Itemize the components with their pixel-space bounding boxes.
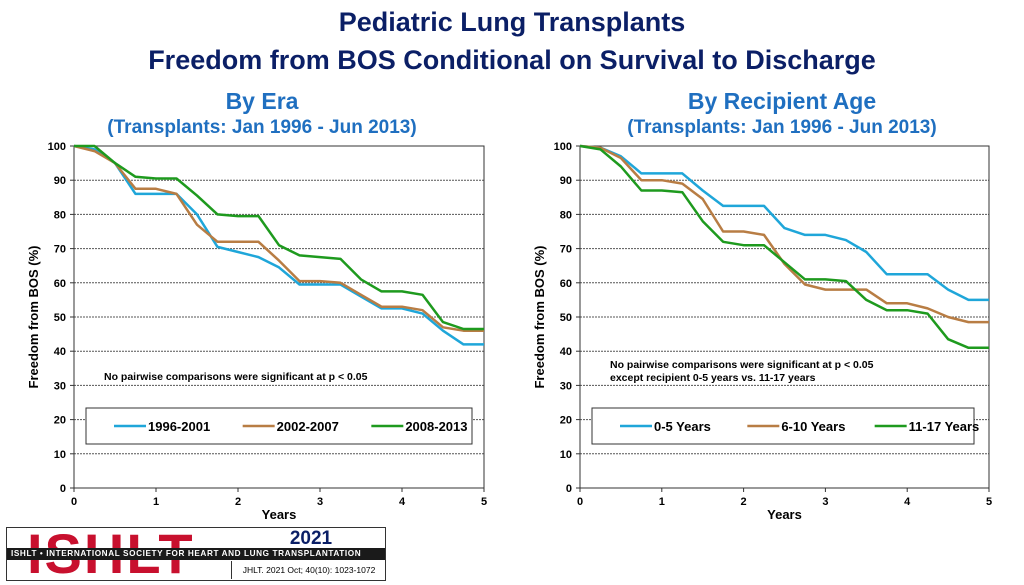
chart2-x-tick-label-0: 0 — [577, 496, 583, 508]
page-title: Pediatric Lung Transplants — [338, 7, 686, 37]
chart2-legend-label-2: 6-10 Years — [781, 419, 845, 434]
chart2-y-tick-label-40: 40 — [560, 346, 572, 358]
chart1-y-tick-label-70: 70 — [54, 244, 66, 256]
chart1-series-line-3 — [74, 144, 484, 331]
logo-citation: JHLT. 2021 Oct; 40(10): 1023-1072 — [231, 561, 385, 579]
chart2-x-tick-label-5: 5 — [986, 496, 992, 508]
chart1-series-line-2 — [73, 144, 484, 332]
chart2-x-tick-label-2: 2 — [741, 496, 747, 508]
chart2-x-tick-label-4: 4 — [904, 496, 911, 508]
chart2-annotation-line-1: No pairwise comparisons were significant… — [610, 359, 874, 371]
left-chart-subtitle: (Transplants: Jan 1996 - Jun 2013) — [107, 117, 417, 138]
chart2-y-tick-label-90: 90 — [560, 175, 572, 187]
chart1-legend-box — [85, 407, 473, 445]
chart2-y-tick-label-60: 60 — [560, 278, 572, 290]
chart2-y-tick-label-30: 30 — [560, 380, 572, 392]
page-subtitle: Freedom from BOS Conditional on Survival… — [0, 44, 1024, 76]
chart2-y-tick-label-50: 50 — [560, 312, 572, 324]
chart1-y-tick-label-50: 50 — [54, 312, 66, 324]
chart2-y-tick-label-100: 100 — [554, 141, 572, 153]
chart2-x-tick-label-1: 1 — [659, 496, 665, 508]
chart2-y-axis-label: Freedom from BOS (%) — [532, 245, 547, 388]
logo-band: ISHLT • INTERNATIONAL SOCIETY FOR HEART … — [7, 548, 385, 560]
chart2-legend-label-3: 11-17 Years — [909, 419, 980, 434]
chart1-y-tick-label-10: 10 — [54, 449, 66, 461]
logo-year: 2021 — [289, 528, 333, 549]
chart1-x-tick-label-1: 1 — [153, 496, 159, 508]
chart1-series-line-1 — [73, 144, 484, 346]
chart2-x-axis-label: Years — [767, 507, 802, 522]
chart1-y-tick-label-80: 80 — [54, 209, 66, 221]
chart1-x-tick-label-2: 2 — [235, 496, 241, 508]
right-chart-title: By Recipient Age — [687, 88, 877, 114]
chart1-y-tick-label-0: 0 — [60, 483, 66, 495]
chart2-series-line-1 — [579, 144, 989, 302]
chart1-x-tick-label-0: 0 — [71, 496, 77, 508]
chart2-annotation-line-2: except recipient 0-5 years vs. 11-17 yea… — [610, 372, 816, 384]
left-chart-title: By Era — [225, 88, 299, 114]
chart2-x-tick-label-3: 3 — [822, 496, 828, 508]
chart1-annotation-line-1: No pairwise comparisons were significant… — [104, 371, 368, 383]
chart1-y-tick-label-90: 90 — [54, 175, 66, 187]
chart2-y-tick-label-80: 80 — [560, 209, 572, 221]
chart1-y-tick-label-60: 60 — [54, 278, 66, 290]
chart2-y-tick-label-0: 0 — [566, 483, 572, 495]
chart2-legend-box — [591, 407, 975, 445]
chart1-y-tick-label-40: 40 — [54, 346, 66, 358]
chart1-legend-label-2: 2002-2007 — [277, 419, 339, 434]
chart1-y-tick-label-20: 20 — [54, 415, 66, 427]
chart1-legend-label-3: 2008-2013 — [405, 419, 467, 434]
chart2-y-tick-label-20: 20 — [560, 415, 572, 427]
chart2-y-tick-label-10: 10 — [560, 449, 572, 461]
chart2-series-line-2 — [579, 144, 989, 324]
chart2-series-line-3 — [579, 144, 989, 350]
page-subtitle-text: Freedom from BOS Conditional on Survival… — [148, 45, 876, 75]
ishlt-logo: ISHLT ISHLT • INTERNATIONAL SOCIETY FOR … — [6, 527, 386, 581]
chart1-x-tick-label-5: 5 — [481, 496, 487, 508]
chart1-x-tick-label-4: 4 — [399, 496, 406, 508]
chart2-legend-label-1: 0-5 Years — [654, 419, 711, 434]
chart1-x-tick-label-3: 3 — [317, 496, 323, 508]
chart1-x-axis-label: Years — [262, 507, 297, 522]
chart1-legend-label-1: 1996-2001 — [148, 419, 210, 434]
chart1-y-axis-label: Freedom from BOS (%) — [26, 245, 41, 388]
right-chart-subtitle: (Transplants: Jan 1996 - Jun 2013) — [627, 117, 937, 138]
chart2-y-tick-label-70: 70 — [560, 244, 572, 256]
chart1-y-tick-label-30: 30 — [54, 380, 66, 392]
chart1-y-tick-label-100: 100 — [48, 141, 66, 153]
